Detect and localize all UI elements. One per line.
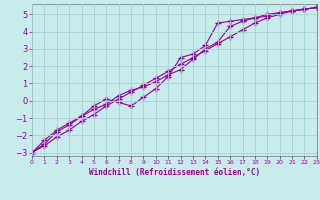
X-axis label: Windchill (Refroidissement éolien,°C): Windchill (Refroidissement éolien,°C) xyxy=(89,168,260,177)
